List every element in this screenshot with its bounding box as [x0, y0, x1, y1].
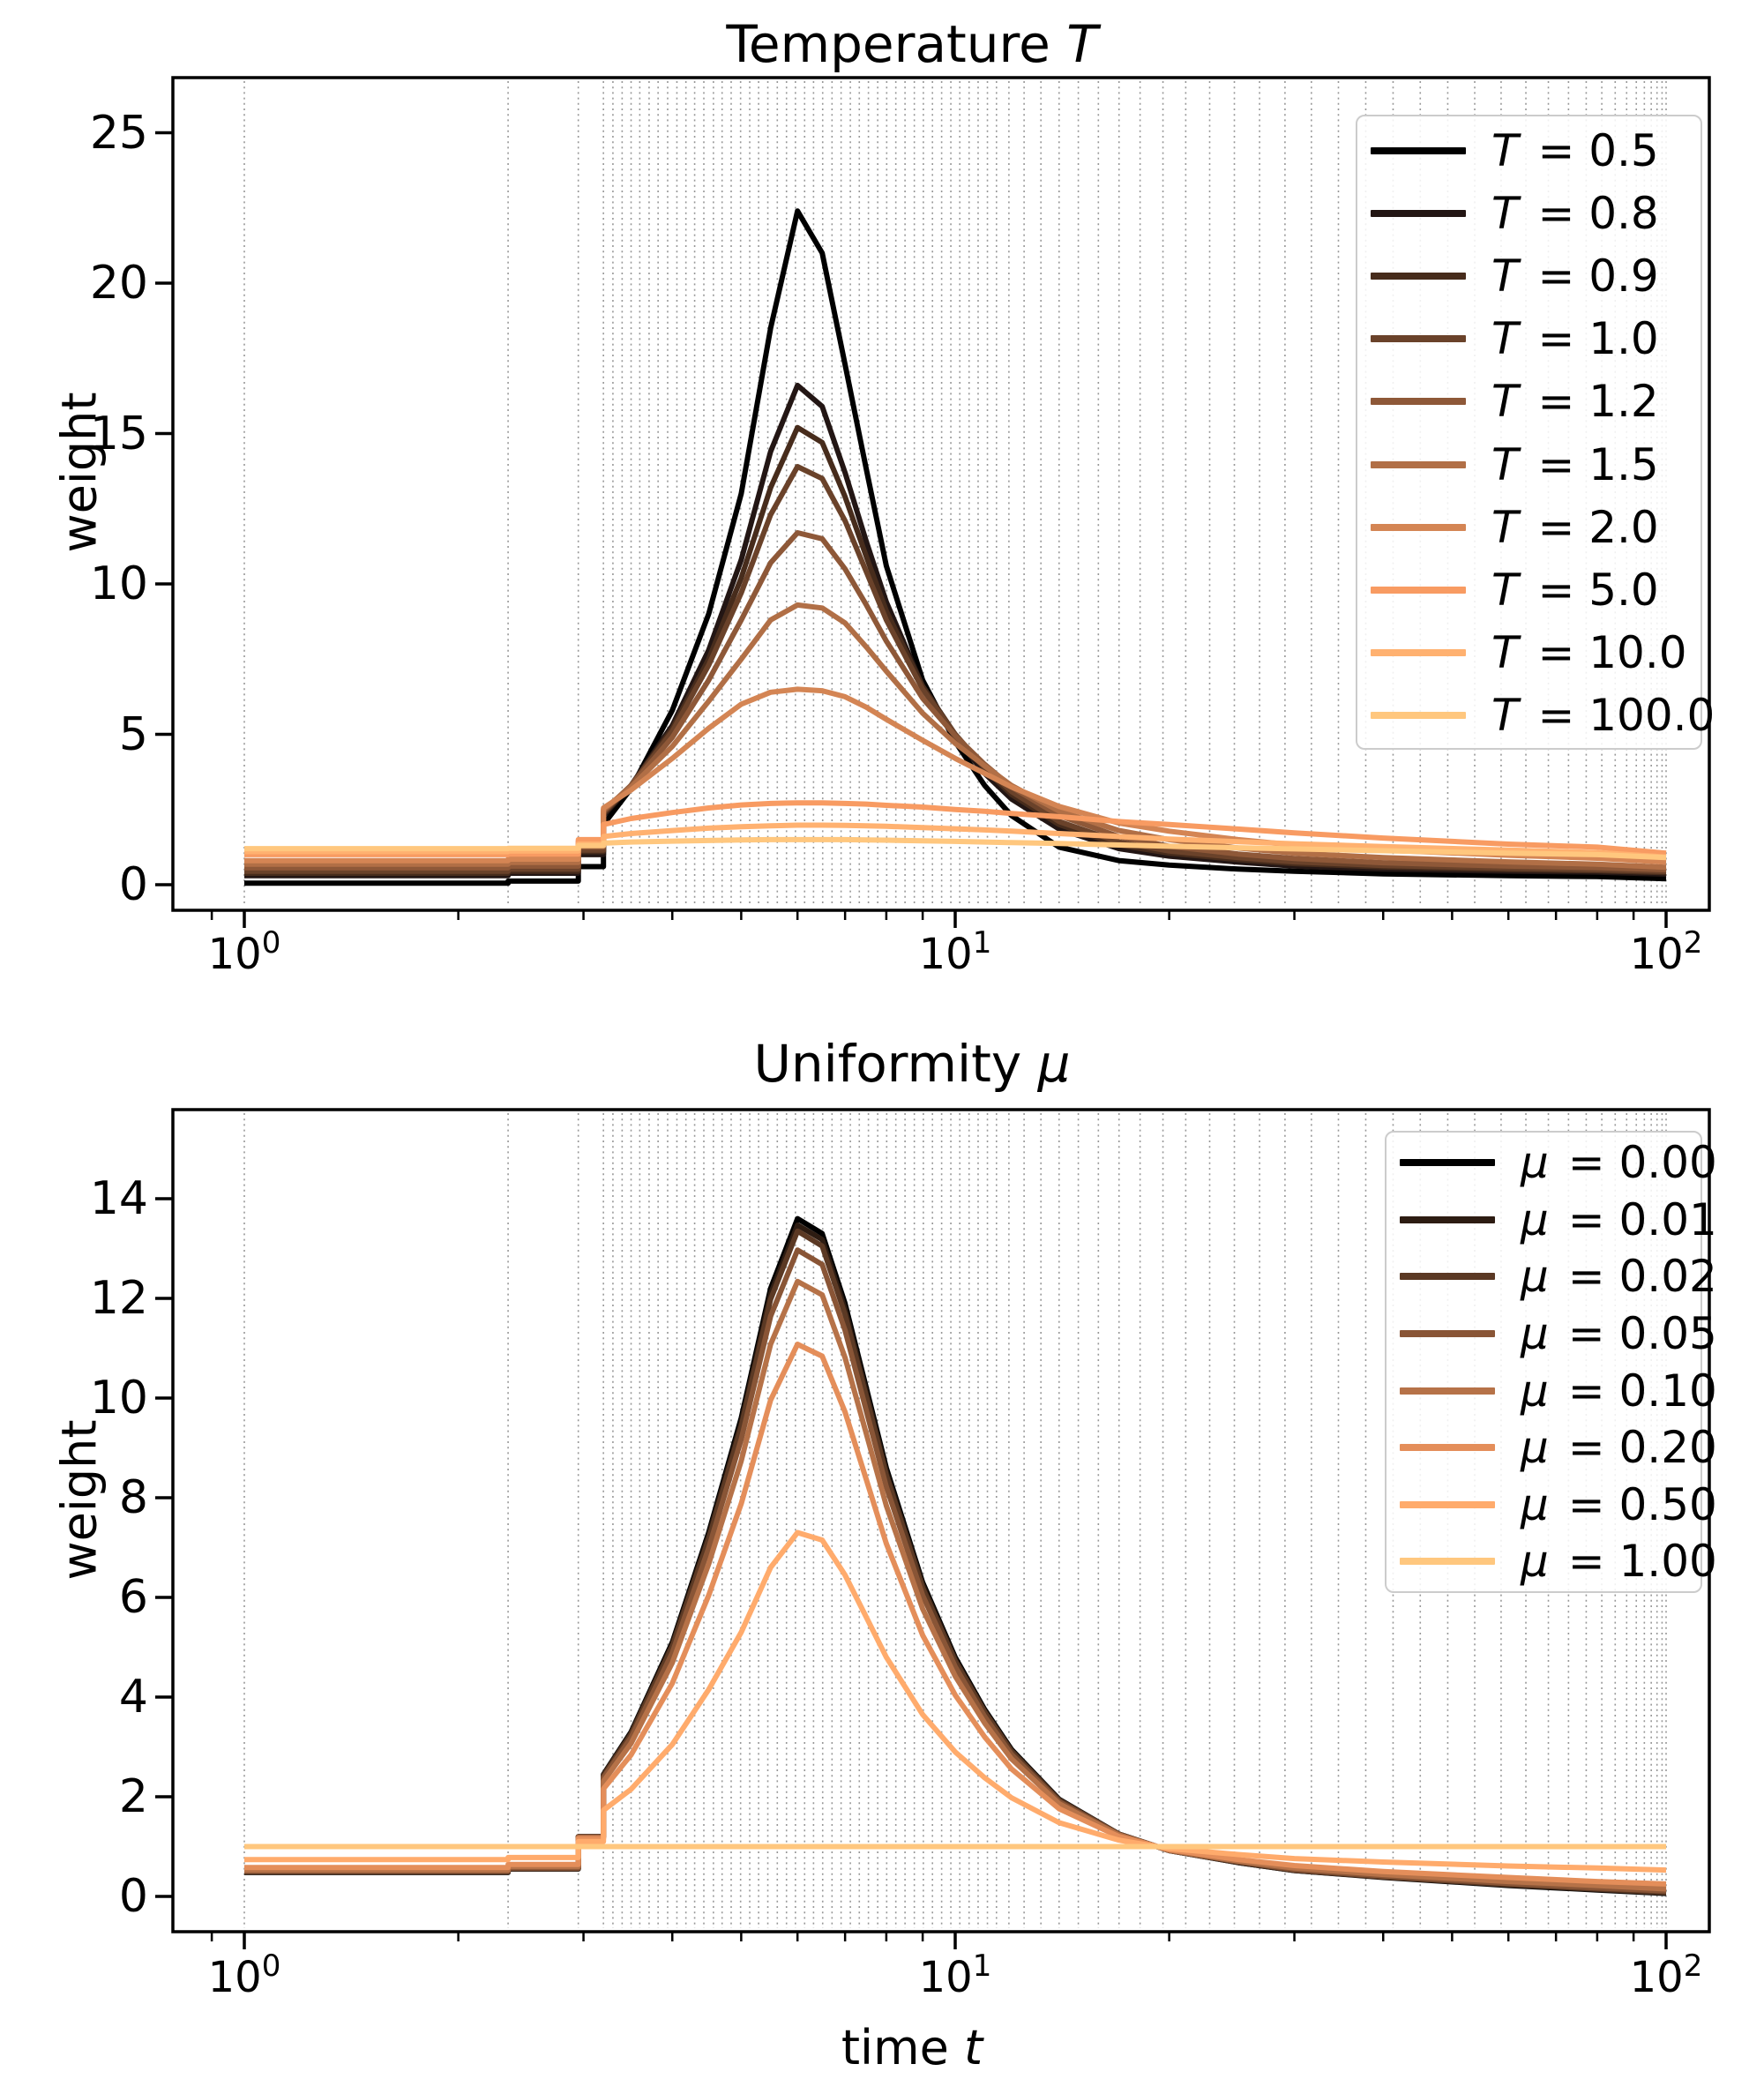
- legend-row-μ-0.50: μ = 0.50: [1400, 1477, 1717, 1534]
- legend-row-T-1.0: T = 1.0: [1371, 308, 1700, 370]
- y-tick-label-0: 0: [118, 1870, 148, 1923]
- legend-uniformity: μ = 0.00 μ = 0.01 μ = 0.02 μ = 0.05 μ = 0.10…: [1385, 1131, 1717, 1593]
- series-line-μ-0.50: [244, 1529, 1667, 1873]
- y-tick-label-10: 10: [89, 1372, 148, 1425]
- x-tick-label-10e0: 100: [207, 1948, 281, 2002]
- legend-swatch: [1371, 460, 1466, 468]
- legend-row-T-2.0: T = 2.0: [1371, 496, 1700, 558]
- legend-label: T = 1.2: [1491, 376, 1659, 428]
- legend-swatch: [1400, 1330, 1495, 1338]
- x-tick-label-10e0: 100: [207, 925, 281, 979]
- legend-row-T-5.0: T = 5.0: [1371, 558, 1700, 621]
- x-tick-label-10e2: 102: [1629, 925, 1703, 979]
- legend-swatch: [1371, 649, 1466, 657]
- legend-swatch: [1371, 398, 1466, 406]
- legend-label: T = 2.0: [1491, 501, 1659, 553]
- x-tick-label-10e1: 101: [918, 1948, 992, 2002]
- x-axis-label: time t: [841, 2020, 983, 2075]
- legend-label: μ = 0.00: [1521, 1137, 1717, 1189]
- y-tick-label-20: 20: [89, 257, 148, 310]
- legend-label: T = 0.8: [1491, 187, 1659, 239]
- y-tick-label-6: 6: [118, 1571, 148, 1624]
- legend-row-T-100.0: T = 100.0: [1371, 684, 1715, 747]
- series-line-T-5.0: [244, 800, 1667, 857]
- y-tick-label-10: 10: [89, 557, 148, 610]
- y-tick-label-25: 25: [89, 106, 148, 160]
- legend-swatch: [1400, 1159, 1495, 1167]
- y-tick-label-15: 15: [89, 407, 148, 460]
- series-line-T-0.5: [244, 208, 1667, 886]
- legend-row-μ-1.00: μ = 1.00: [1400, 1533, 1717, 1590]
- y-tick-label-0: 0: [118, 858, 148, 911]
- y-tick-label-4: 4: [118, 1671, 148, 1724]
- legend-swatch: [1400, 1387, 1495, 1395]
- series-line-μ-0.20: [244, 1342, 1667, 1887]
- legend-swatch: [1400, 1215, 1495, 1223]
- series-line-T-100.0: [244, 836, 1667, 861]
- legend-label: μ = 0.10: [1521, 1365, 1717, 1417]
- chart-1-title: Temperature T: [726, 14, 1098, 74]
- x-tick-label-10e2: 102: [1629, 1948, 1703, 2002]
- legend-swatch: [1371, 586, 1466, 594]
- legend-label: T = 0.9: [1491, 250, 1659, 302]
- legend-swatch: [1371, 523, 1466, 531]
- series-curves: [244, 208, 1667, 886]
- axes-spines: [171, 1108, 1711, 1933]
- legend-row-μ-0.05: μ = 0.05: [1400, 1305, 1717, 1363]
- legend-label: T = 10.0: [1491, 627, 1687, 679]
- x-ticks: [210, 1932, 1668, 1949]
- y-tick-label-14: 14: [89, 1172, 148, 1225]
- legend-row-T-0.8: T = 0.8: [1371, 182, 1700, 244]
- legend-row-T-1.5: T = 1.5: [1371, 433, 1700, 496]
- y-ticks: [155, 131, 173, 886]
- chart-1-y-axis-label: weight: [51, 392, 108, 553]
- legend-row-μ-0.10: μ = 0.10: [1400, 1362, 1717, 1419]
- y-tick-label-5: 5: [118, 707, 148, 761]
- legend-row-μ-0.01: μ = 0.01: [1400, 1192, 1717, 1249]
- legend-label: T = 1.0: [1491, 313, 1659, 365]
- chart-2-title: Uniformity μ: [753, 1034, 1071, 1094]
- legend-swatch: [1400, 1273, 1495, 1281]
- legend-swatch: [1371, 209, 1466, 217]
- legend-label: T = 5.0: [1491, 564, 1659, 616]
- series-curves: [244, 1215, 1667, 1896]
- legend-label: μ = 0.50: [1521, 1478, 1717, 1530]
- legend-swatch: [1371, 272, 1466, 280]
- legend-swatch: [1371, 146, 1466, 154]
- legend-row-T-0.5: T = 0.5: [1371, 119, 1700, 182]
- legend-label: T = 0.5: [1491, 124, 1659, 176]
- legend-swatch: [1371, 335, 1466, 343]
- grid-lines: [243, 1113, 1667, 1928]
- legend-row-μ-0.00: μ = 0.00: [1400, 1134, 1717, 1192]
- legend-swatch: [1400, 1558, 1495, 1566]
- legend-swatch: [1400, 1500, 1495, 1508]
- legend-row-T-10.0: T = 10.0: [1371, 622, 1700, 684]
- axes-spines: [171, 76, 1711, 912]
- legend-temperature: T = 0.5 T = 0.8 T = 0.9 T = 1.0 T = 1.2 T = 1…: [1356, 115, 1715, 750]
- y-ticks: [155, 1197, 173, 1898]
- legend-row-μ-0.20: μ = 0.20: [1400, 1419, 1717, 1477]
- x-tick-label-10e1: 101: [918, 925, 992, 979]
- legend-swatch: [1371, 712, 1466, 720]
- legend-label: T = 100.0: [1491, 690, 1715, 742]
- series-line-T-1.0: [244, 464, 1667, 874]
- chart-2: [155, 1108, 1711, 1949]
- legend-label: μ = 0.01: [1521, 1193, 1717, 1245]
- y-tick-label-12: 12: [89, 1272, 148, 1325]
- x-ticks: [210, 910, 1668, 928]
- legend-swatch: [1400, 1444, 1495, 1452]
- legend-row-T-1.2: T = 1.2: [1371, 370, 1700, 433]
- legend-label: μ = 0.20: [1521, 1422, 1717, 1474]
- legend-row-T-0.9: T = 0.9: [1371, 244, 1700, 307]
- legend-label: μ = 0.02: [1521, 1251, 1717, 1303]
- legend-label: μ = 0.05: [1521, 1308, 1717, 1360]
- y-tick-label-2: 2: [118, 1770, 148, 1823]
- legend-row-μ-0.02: μ = 0.02: [1400, 1248, 1717, 1305]
- legend-label: T = 1.5: [1491, 438, 1659, 490]
- y-tick-label-8: 8: [118, 1471, 148, 1524]
- legend-label: μ = 1.00: [1521, 1536, 1717, 1588]
